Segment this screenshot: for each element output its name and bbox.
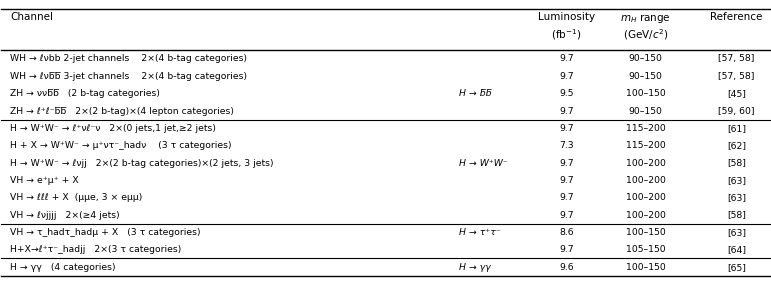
Text: [63]: [63] [727,228,746,237]
Text: 100–200: 100–200 [626,193,665,202]
Text: [61]: [61] [727,124,746,133]
Text: WH → ℓνb̅b̅ 3-jet channels    2×(4 b-tag categories): WH → ℓνb̅b̅ 3-jet channels 2×(4 b-tag ca… [10,72,247,81]
Text: Reference: Reference [710,12,763,22]
Text: VH → ℓνjjjj   2×(≥4 jets): VH → ℓνjjjj 2×(≥4 jets) [10,211,120,220]
Text: 9.7: 9.7 [559,158,574,168]
Text: (GeV/$c^2$): (GeV/$c^2$) [623,28,668,42]
Text: 100–200: 100–200 [626,211,665,220]
Text: [57, 58]: [57, 58] [719,72,755,81]
Text: WH → ℓνbb 2-jet channels    2×(4 b-tag categories): WH → ℓνbb 2-jet channels 2×(4 b-tag cate… [10,54,247,64]
Text: 100–150: 100–150 [626,228,665,237]
Text: ZH → ℓ⁺ℓ⁻b̅b̅   2×(2 b-tag)×(4 lepton categories): ZH → ℓ⁺ℓ⁻b̅b̅ 2×(2 b-tag)×(4 lepton cate… [10,107,234,115]
Text: H + X → W⁺W⁻ → µ⁺ντ⁻_hadν    (3 τ categories): H + X → W⁺W⁻ → µ⁺ντ⁻_hadν (3 τ categorie… [10,141,231,150]
Text: Luminosity: Luminosity [538,12,595,22]
Text: $m_H$ range: $m_H$ range [620,12,671,25]
Text: H → W⁺W⁻ → ℓνjj   2×(2 b-tag categories)×(2 jets, 3 jets): H → W⁺W⁻ → ℓνjj 2×(2 b-tag categories)×(… [10,158,274,168]
Text: 100–150: 100–150 [626,89,665,98]
Text: H+X→ℓ⁺τ⁻_hadjj   2×(3 τ categories): H+X→ℓ⁺τ⁻_hadjj 2×(3 τ categories) [10,245,181,254]
Text: [45]: [45] [727,89,746,98]
Text: [63]: [63] [727,193,746,202]
Text: [59, 60]: [59, 60] [719,107,755,115]
Text: H → τ⁺τ⁻: H → τ⁺τ⁻ [459,228,500,237]
Text: 100–150: 100–150 [626,262,665,272]
Text: H → W⁺W⁻: H → W⁺W⁻ [459,158,507,168]
Text: [57, 58]: [57, 58] [719,54,755,64]
Text: [58]: [58] [727,158,746,168]
Text: 9.7: 9.7 [559,193,574,202]
Text: 115–200: 115–200 [626,141,665,150]
Text: [64]: [64] [727,245,746,254]
Text: 105–150: 105–150 [626,245,665,254]
Text: [63]: [63] [727,176,746,185]
Text: [62]: [62] [727,141,746,150]
Text: [65]: [65] [727,262,746,272]
Text: 9.7: 9.7 [559,245,574,254]
Text: ZH → ννb̅b̅   (2 b-tag categories): ZH → ννb̅b̅ (2 b-tag categories) [10,89,160,98]
Text: VH → ℓℓℓ + X  (µµe, 3 × eµµ): VH → ℓℓℓ + X (µµe, 3 × eµµ) [10,193,142,202]
Text: 9.7: 9.7 [559,107,574,115]
Text: 90–150: 90–150 [628,72,662,81]
Text: 90–150: 90–150 [628,54,662,64]
Text: (fb$^{-1}$): (fb$^{-1}$) [551,28,581,42]
Text: VH → e⁺µ⁺ + X: VH → e⁺µ⁺ + X [10,176,79,185]
Text: 9.7: 9.7 [559,211,574,220]
Text: H → γγ: H → γγ [459,262,490,272]
Text: [58]: [58] [727,211,746,220]
Text: 8.6: 8.6 [559,228,574,237]
Text: 90–150: 90–150 [628,107,662,115]
Text: 7.3: 7.3 [559,141,574,150]
Text: 9.6: 9.6 [559,262,574,272]
Text: H → γγ   (4 categories): H → γγ (4 categories) [10,262,116,272]
Text: 115–200: 115–200 [626,124,665,133]
Text: 9.7: 9.7 [559,124,574,133]
Text: 9.5: 9.5 [559,89,574,98]
Text: 9.7: 9.7 [559,72,574,81]
Text: H → W⁺W⁻ → ℓ⁺νℓ⁻ν   2×(0 jets,1 jet,≥2 jets): H → W⁺W⁻ → ℓ⁺νℓ⁻ν 2×(0 jets,1 jet,≥2 jet… [10,124,216,133]
Text: VH → τ_hadτ_hadµ + X   (3 τ categories): VH → τ_hadτ_hadµ + X (3 τ categories) [10,228,200,237]
Text: H → b̅b̅: H → b̅b̅ [459,89,491,98]
Text: 9.7: 9.7 [559,176,574,185]
Text: 9.7: 9.7 [559,54,574,64]
Text: Channel: Channel [10,12,53,22]
Text: 100–200: 100–200 [626,176,665,185]
Text: 100–200: 100–200 [626,158,665,168]
